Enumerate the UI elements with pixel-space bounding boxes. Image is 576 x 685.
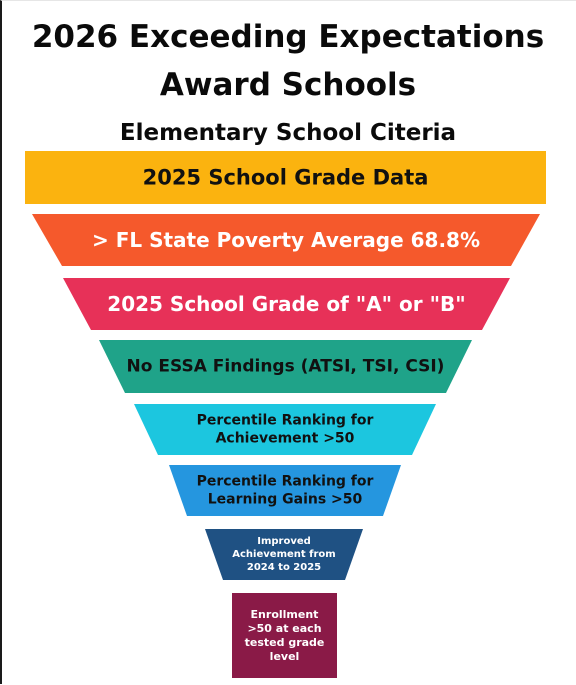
funnel-tier-label: > FL State Poverty Average 68.8% (92, 228, 480, 252)
funnel-tier-label: Achievement from (232, 549, 335, 560)
funnel-tier-shape (232, 593, 337, 678)
funnel-tier-label: 2024 to 2025 (247, 562, 321, 573)
funnel-tier-label: Enrollment (251, 608, 319, 621)
funnel-tier-shape (169, 465, 401, 516)
funnel-tier-shape (134, 404, 436, 455)
funnel-tier-label: tested grade (245, 636, 325, 649)
funnel-tier-label: No ESSA Findings (ATSI, TSI, CSI) (127, 357, 445, 377)
funnel-tier-label: Improved (257, 536, 311, 547)
funnel-tier-4: No ESSA Findings (ATSI, TSI, CSI) (99, 340, 472, 393)
funnel-tier-label: Learning Gains >50 (208, 491, 363, 507)
funnel-tier-label: 2025 School Grade of "A" or "B" (107, 292, 465, 316)
funnel-tier-label: >50 at each (247, 622, 321, 635)
funnel-tier-3: 2025 School Grade of "A" or "B" (63, 278, 510, 330)
funnel-tier-7: Improved Achievement from 2024 to 2025 (205, 529, 363, 580)
funnel-tier-label: level (270, 650, 300, 663)
funnel-tier-shape (25, 151, 546, 204)
funnel-tier-label: 2025 School Grade Data (143, 166, 429, 190)
funnel-tier-1: 2025 School Grade Data (25, 151, 546, 204)
funnel-tier-label: Percentile Ranking for (197, 413, 374, 429)
page-title-line1: 2026 Exceeding Expectations (31, 19, 545, 55)
funnel-tier-shape (63, 278, 510, 330)
funnel-tier-2: > FL State Poverty Average 68.8% (32, 214, 540, 266)
funnel-tier-shape (32, 214, 540, 266)
funnel-tier-label: Achievement >50 (216, 430, 355, 446)
funnel-tier-shape (99, 340, 472, 393)
page-subtitle: Elementary School Citeria (119, 120, 457, 146)
funnel-tier-shape (205, 529, 363, 580)
funnel-tier-label: Percentile Ranking for (197, 474, 374, 490)
page-title-line2: Award Schools (159, 67, 417, 103)
